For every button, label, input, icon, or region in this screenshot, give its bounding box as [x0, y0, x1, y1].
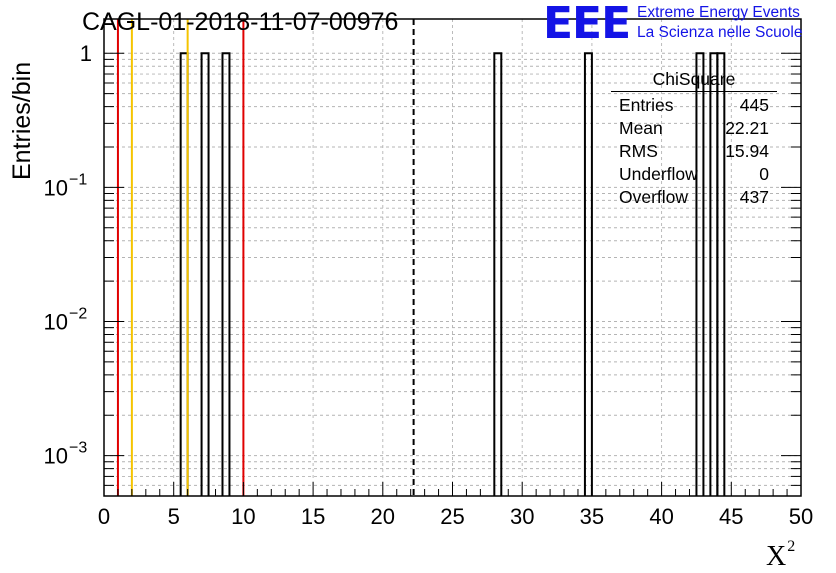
- y-tick-label: 10: [44, 309, 68, 334]
- stats-value: 445: [739, 95, 769, 115]
- x-axis-label-superscript: 2: [787, 538, 796, 555]
- x-axis-label: X2: [766, 538, 795, 573]
- stats-label: Entries: [619, 95, 674, 115]
- stats-label: Mean: [619, 118, 663, 138]
- histogram-bin: [716, 52, 726, 496]
- y-tick-label: 1: [80, 41, 92, 66]
- stats-label: Underflow: [619, 164, 698, 184]
- y-tick-label: 10: [44, 175, 68, 200]
- histogram-bin: [695, 52, 705, 496]
- stats-box: ChiSquare Entries 445 Mean 22.21 RMS 15.94 …: [611, 68, 777, 209]
- stats-row: Mean 22.21: [611, 117, 777, 140]
- stats-label: Overflow: [619, 187, 689, 207]
- x-tick-label: 20: [371, 504, 395, 529]
- histogram-bin: [493, 52, 503, 496]
- y-tick-exponent: −2: [69, 305, 87, 322]
- y-tick-exponent: −1: [69, 171, 87, 188]
- y-tick-label: 10: [44, 444, 68, 469]
- stats-row: Underflow 0: [611, 163, 777, 186]
- histogram-bin: [179, 52, 189, 496]
- stats-value: 437: [739, 187, 769, 207]
- logo-line-1: Extreme Energy Events: [637, 4, 800, 21]
- histogram-bin: [583, 52, 593, 496]
- x-axis-label-base: X: [766, 541, 787, 572]
- stats-label: RMS: [619, 141, 658, 161]
- x-tick-label: 15: [301, 504, 325, 529]
- stats-row: Overflow 437: [611, 186, 777, 209]
- eee-logo: EEE: [543, 0, 631, 49]
- stats-value: 15.94: [725, 141, 769, 161]
- x-tick-label: 40: [649, 504, 673, 529]
- logo-caption: Extreme Energy Events La Scienza nelle S…: [637, 3, 802, 43]
- x-tick-label: 0: [98, 504, 110, 529]
- x-tick-label: 50: [789, 504, 813, 529]
- y-axis-label: Entries/bin: [8, 61, 36, 180]
- stats-value: 0: [759, 164, 769, 184]
- y-tick-exponent: −3: [69, 440, 87, 457]
- histogram-bin: [200, 52, 210, 496]
- grid: [104, 19, 801, 497]
- x-tick-label: 35: [580, 504, 604, 529]
- stats-row: RMS 15.94: [611, 140, 777, 163]
- x-tick-label: 10: [231, 504, 255, 529]
- x-tick-label: 5: [168, 504, 180, 529]
- logo-line-2: La Scienza nelle Scuole: [637, 24, 803, 41]
- x-tick-label: 45: [719, 504, 743, 529]
- stats-value: 22.21: [725, 118, 769, 138]
- histogram-bin: [221, 52, 231, 496]
- chart-title: CAGL-01-2018-11-07-00976: [82, 8, 399, 36]
- x-tick-label: 25: [440, 504, 464, 529]
- x-tick-label: 30: [510, 504, 534, 529]
- stats-row: Entries 445: [611, 94, 777, 117]
- reference-lines: [116, 19, 415, 496]
- stats-title: ChiSquare: [611, 68, 777, 92]
